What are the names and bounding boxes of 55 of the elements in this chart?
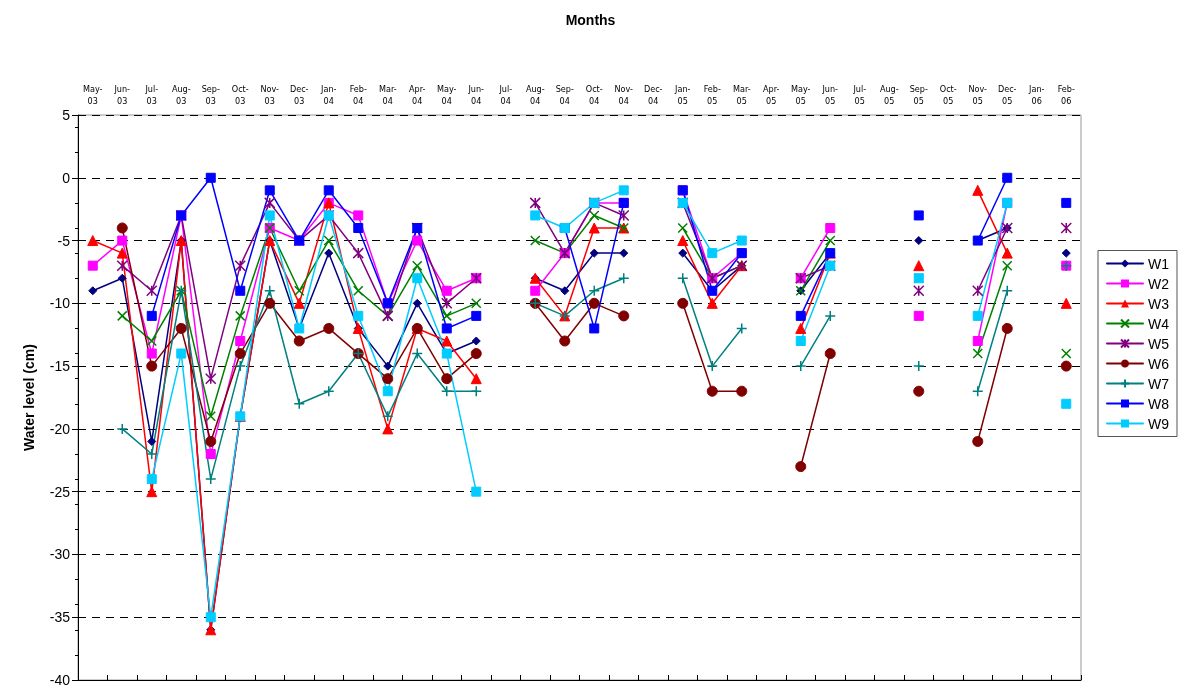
x-tick-label: Sep- 03 xyxy=(201,84,220,106)
legend-label: W7 xyxy=(1148,375,1170,392)
legend-label: W1 xyxy=(1148,255,1170,272)
y-tick-label: -15 xyxy=(49,358,71,375)
y-tick-label: 5 xyxy=(62,107,71,123)
x-tick-label: Dec- 04 xyxy=(643,84,663,106)
x-axis-title: Months xyxy=(565,12,616,28)
x-tick-label: Jul- 03 xyxy=(144,84,159,106)
y-tick-label: -10 xyxy=(49,295,71,312)
legend-label: W8 xyxy=(1148,395,1170,412)
x-tick-label: Aug- 05 xyxy=(879,84,899,106)
x-tick-label: Mar- 04 xyxy=(378,84,397,106)
x-tick-label: May- 03 xyxy=(82,84,103,106)
x-tick-label: Nov- 03 xyxy=(260,84,280,106)
y-tick-label: -20 xyxy=(49,420,71,437)
x-tick-label: Jan- 06 xyxy=(1028,84,1045,106)
x-tick-label: Feb- 05 xyxy=(703,84,721,106)
x-tick-label: Sep- 04 xyxy=(555,84,574,106)
legend-label: W5 xyxy=(1148,335,1170,352)
x-tick-label: Mar- 05 xyxy=(732,84,751,106)
x-tick-label: Nov- 05 xyxy=(968,84,988,106)
x-tick-label: Oct- 05 xyxy=(939,84,957,106)
x-tick-label: Sep- 05 xyxy=(909,84,928,106)
x-tick-label: Jun- 03 xyxy=(113,84,131,106)
legend-label: W4 xyxy=(1148,315,1170,332)
y-tick-label: -30 xyxy=(49,546,71,563)
y-axis-title: Water level (cm) xyxy=(21,344,37,451)
x-tick-label: Feb- 06 xyxy=(1057,84,1075,106)
x-tick-label: Aug- 04 xyxy=(525,84,545,106)
x-tick-label: May- 05 xyxy=(790,84,811,106)
x-tick-label: Jul- 05 xyxy=(852,84,867,106)
x-tick-label: Jan- 04 xyxy=(320,84,337,106)
legend-label: W2 xyxy=(1148,275,1170,292)
x-tick-label: Jun- 04 xyxy=(467,84,485,106)
y-tick-label: 0 xyxy=(62,169,71,186)
x-tick-label: Jan- 05 xyxy=(674,84,691,106)
x-tick-label: Apr- 04 xyxy=(409,84,426,106)
x-tick-label: Dec- 05 xyxy=(997,84,1017,106)
y-tick-label: -40 xyxy=(49,672,71,687)
y-tick-label: -25 xyxy=(49,483,71,500)
y-tick-label: -5 xyxy=(57,232,71,249)
y-tick-label: -35 xyxy=(49,609,71,626)
x-tick-label: Dec- 03 xyxy=(289,84,309,106)
x-tick-label: Apr- 05 xyxy=(763,84,780,106)
x-tick-label: Aug- 03 xyxy=(171,84,191,106)
x-tick-label: Oct- 03 xyxy=(231,84,249,106)
x-tick-label: Oct- 04 xyxy=(585,84,603,106)
x-tick-label: May- 04 xyxy=(436,84,457,106)
legend-label: W9 xyxy=(1148,415,1170,432)
x-tick-label: Jul- 04 xyxy=(498,84,513,106)
x-tick-label: Jun- 05 xyxy=(821,84,839,106)
x-tick-label: Nov- 04 xyxy=(614,84,634,106)
legend-label: W3 xyxy=(1148,295,1170,312)
legend-label: W6 xyxy=(1148,355,1170,372)
x-tick-label: Feb- 04 xyxy=(349,84,367,106)
